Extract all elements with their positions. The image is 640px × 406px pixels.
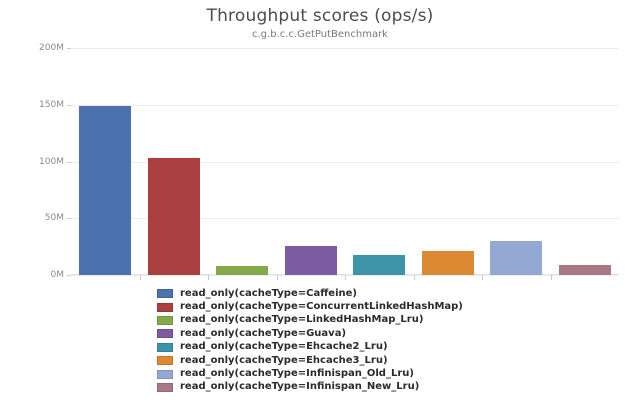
legend-swatch-icon <box>157 289 173 299</box>
legend-item-label: read_only(cacheType=Ehcache2_Lru) <box>180 341 388 353</box>
legend-item[interactable]: read_only(cacheType=Caffeine) <box>157 287 517 300</box>
bar <box>558 265 611 275</box>
legend-swatch-icon <box>157 369 173 379</box>
bar <box>353 254 406 275</box>
legend-item[interactable]: read_only(cacheType=ConcurrentLinkedHash… <box>157 300 517 313</box>
plot-area <box>67 48 619 280</box>
legend-swatch-icon <box>157 329 173 339</box>
legend-item[interactable]: read_only(cacheType=LinkedHashMap_Lru) <box>157 314 517 327</box>
legend-item-label: read_only(cacheType=Infinispan_Old_Lru) <box>180 368 414 380</box>
legend-swatch-icon <box>157 302 173 312</box>
legend-item[interactable]: read_only(cacheType=Infinispan_New_Lru) <box>157 381 517 394</box>
bar <box>216 265 269 275</box>
y-axis-tick <box>67 104 71 106</box>
legend-item-label: read_only(cacheType=LinkedHashMap_Lru) <box>180 314 424 326</box>
bar <box>79 105 132 275</box>
bar <box>147 158 200 275</box>
x-axis-tick <box>345 275 346 280</box>
y-axis-tick <box>67 275 71 276</box>
y-axis-tick-label: 200M <box>39 43 64 53</box>
legend-item-label: read_only(cacheType=Caffeine) <box>180 287 357 299</box>
y-axis-tick-label: 100M <box>39 156 64 167</box>
bar <box>284 245 337 275</box>
chart-legend: read_only(cacheType=Caffeine) read_only(c… <box>157 287 517 394</box>
y-axis-tick-label: 150M <box>39 99 64 110</box>
bar <box>490 240 543 275</box>
x-axis-tick <box>550 275 552 280</box>
gridline <box>71 161 619 163</box>
legend-item[interactable]: read_only(cacheType=Infinispan_Old_Lru) <box>157 367 517 380</box>
legend-swatch-icon <box>157 382 173 392</box>
legend-item-label: read_only(cacheType=Infinispan_New_Lru) <box>180 381 420 393</box>
y-axis-tick-label: 50M <box>44 213 64 224</box>
y-axis-tick <box>67 161 71 163</box>
x-axis-tick <box>482 275 483 280</box>
legend-item[interactable]: read_only(cacheType=Ehcache2_Lru) <box>157 341 517 354</box>
x-axis-tick <box>208 275 209 280</box>
y-axis-tick-labels: 0M 50M 100M 150M 200M <box>20 43 64 280</box>
legend-item[interactable]: read_only(cacheType=Ehcache3_Lru) <box>157 354 517 367</box>
legend-swatch-icon <box>157 356 173 366</box>
gridline <box>71 104 619 106</box>
legend-swatch-icon <box>157 315 173 325</box>
y-axis-tick <box>67 218 71 220</box>
x-axis-tick <box>139 275 141 280</box>
legend-item[interactable]: read_only(cacheType=Guava) <box>157 327 517 340</box>
gridline <box>71 218 619 220</box>
chart-subtitle: c.g.b.c.c.GetPutBenchmark <box>252 29 388 40</box>
legend-item-label: read_only(cacheType=Ehcache3_Lru) <box>180 354 388 366</box>
y-axis-tick-label: 0M <box>50 270 65 280</box>
legend-item-label: read_only(cacheType=ConcurrentLinkedHash… <box>180 301 463 313</box>
legend-item-label: read_only(cacheType=Guava) <box>180 327 347 339</box>
gridline <box>71 48 619 49</box>
x-axis-tick <box>276 275 278 280</box>
x-axis-baseline <box>71 274 619 275</box>
page-title: Throughput scores (ops/s) <box>206 6 434 26</box>
bar <box>421 251 474 275</box>
legend-swatch-icon <box>157 342 173 352</box>
x-axis-tick <box>413 275 415 280</box>
y-axis-tick <box>67 48 71 49</box>
